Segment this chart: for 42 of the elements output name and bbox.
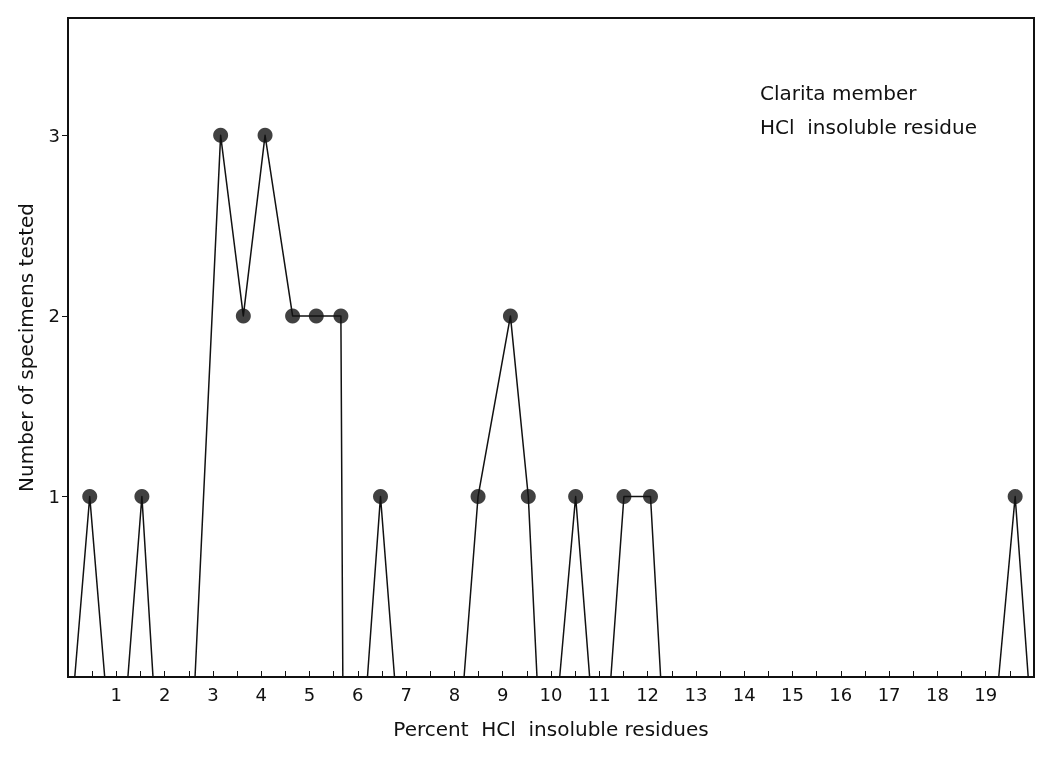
x-tick-label: 5 [303,683,316,705]
y-tick-label: 1 [48,485,60,507]
point [285,308,301,324]
y-tick-label: 2 [48,305,60,327]
point [502,308,518,324]
point [134,488,150,504]
x-tick-label: 18 [925,683,949,705]
point [470,488,486,504]
x-tick-label: 15 [781,683,804,705]
point [82,488,98,504]
point [308,308,324,324]
point [213,127,229,143]
point [1007,488,1023,504]
y-axis-title: Number of specimens tested [14,203,38,492]
x-tick-label: 16 [829,683,853,705]
point [568,488,584,504]
x-tick-label: 10 [539,683,563,705]
x-tick-label: 6 [352,683,364,705]
x-tick-label: 4 [255,683,267,705]
x-tick-label: 14 [732,683,756,705]
x-axis-title: Percent HCl insoluble residues [393,717,709,741]
point [643,488,658,504]
point [257,127,273,143]
point [520,488,536,504]
x-tick-label: 7 [400,683,412,705]
x-tick-label: 1 [110,683,123,705]
x-tick-label: 9 [496,683,509,705]
point [333,308,349,324]
x-tick-label: 13 [684,683,708,705]
x-tick-label: 3 [207,683,219,705]
text: Clarita member [759,81,918,105]
x-tick-label: 19 [974,683,998,705]
point [373,488,388,504]
x-tick-label: 2 [158,683,171,705]
x-tick-label: 12 [636,683,660,705]
point [235,308,251,324]
y-tick-label: 3 [48,124,60,146]
x-tick-label: 17 [877,683,901,705]
point [616,488,632,504]
x-tick-label: 11 [587,683,611,705]
x-tick-label: 8 [448,683,461,705]
text: HCl insoluble residue [759,115,978,139]
